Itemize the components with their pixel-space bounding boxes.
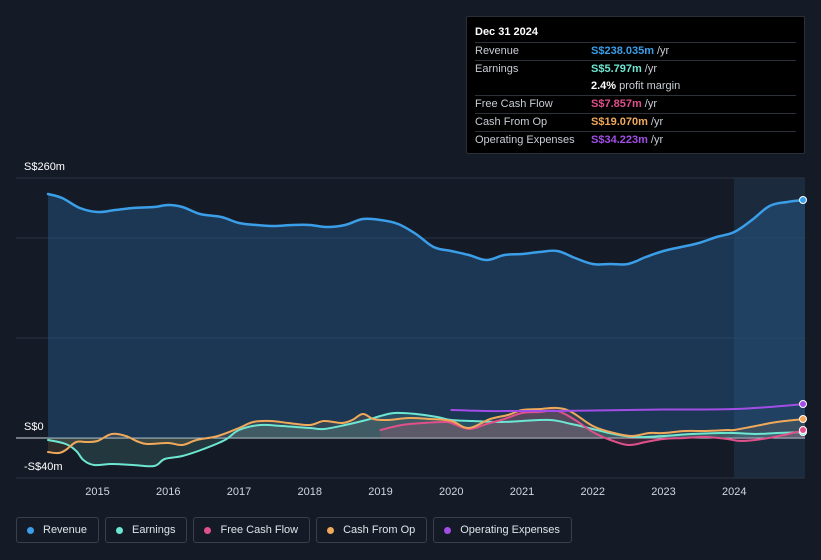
legend-label: Free Cash Flow — [220, 524, 299, 536]
legend-dot-icon — [27, 526, 34, 534]
tooltip-row-label: Free Cash Flow — [475, 98, 553, 110]
cash-from-op-area — [48, 407, 805, 454]
tooltip-row: Operating Expenses S$34.223m/yr — [475, 131, 796, 149]
free-cash-flow-area — [380, 410, 805, 446]
legend-item-cash-from-op[interactable]: Cash From Op — [316, 517, 428, 543]
tooltip-row-value: 2.4% — [591, 80, 617, 92]
tooltip-row-unit: /yr — [644, 63, 657, 75]
legend-dot-icon — [327, 526, 335, 534]
legend-dot-icon — [444, 526, 452, 534]
tooltip-row: Earnings S$5.797m/yr — [475, 60, 796, 78]
legend-item-operating-expenses[interactable]: Operating Expenses — [433, 517, 572, 543]
x-tick-label: 2023 — [651, 486, 675, 498]
tooltip-row-value: S$19.070m — [591, 116, 648, 128]
end-markers — [799, 196, 807, 436]
revenue-area — [48, 194, 805, 438]
tooltip-row-value: S$238.035m — [591, 45, 654, 57]
tooltip-row-value: S$5.797m — [591, 63, 642, 75]
x-tick-label: 2017 — [227, 486, 251, 498]
tooltip-row-value: S$34.223m — [591, 134, 648, 146]
legend-label: Revenue — [43, 524, 88, 536]
revenue-end-marker — [799, 196, 807, 204]
series-fills — [48, 194, 805, 467]
free-cash-flow-line — [379, 409, 806, 447]
series-lines — [46, 192, 807, 468]
tooltip-row-unit: /yr — [657, 45, 670, 57]
legend-item-revenue[interactable]: Revenue — [16, 517, 100, 543]
y-label-top: S$260m — [24, 161, 65, 173]
tooltip-row-value: S$7.857m — [591, 98, 642, 110]
legend-label: Operating Expenses — [460, 524, 560, 536]
tooltip-date: Dec 31 2024 — [475, 26, 538, 38]
x-tick-label: 2015 — [85, 486, 109, 498]
tooltip-row-label: Earnings — [475, 63, 519, 75]
x-tick-label: 2018 — [298, 486, 322, 498]
x-tick-label: 2021 — [510, 486, 534, 498]
tooltip-row-unit: /yr — [650, 134, 664, 146]
operating-expenses-line — [450, 403, 806, 413]
free-cash-flow-end-marker — [799, 426, 807, 434]
x-tick-label: 2024 — [722, 486, 746, 498]
legend: Revenue Earnings Free Cash Flow Cash From O… — [16, 517, 572, 545]
x-tick-label: 2019 — [368, 486, 392, 498]
x-axis-ticks: 2015 2016 2017 2018 2019 2020 2021 2022 2023 2024 — [85, 486, 746, 498]
legend-label: Earnings — [132, 524, 176, 536]
x-tick-label: 2020 — [439, 486, 463, 498]
tooltip-row-label — [475, 78, 591, 95]
tooltip-row-unit: /yr — [644, 98, 657, 110]
tooltip-row-unit: /yr — [650, 116, 664, 128]
gridlines — [16, 177, 805, 479]
tooltip-row-label: Operating Expenses — [475, 134, 575, 146]
tooltip-row: Revenue S$238.035m/yr — [475, 42, 796, 60]
legend-item-free-cash-flow[interactable]: Free Cash Flow — [193, 517, 311, 543]
tooltip-row-label: Cash From Op — [475, 116, 548, 128]
y-label-bottom: -S$40m — [24, 461, 63, 473]
tooltip-panel: Dec 31 2024 Revenue S$238.035m/yr Earnings… — [466, 16, 805, 154]
cash-from-op-line — [47, 406, 806, 455]
tooltip-row: Free Cash Flow S$7.857m/yr — [475, 95, 796, 113]
tooltip-row: Cash From Op S$19.070m/yr — [475, 113, 796, 131]
tooltip-row-unit: profit margin — [619, 80, 681, 92]
earnings-line — [47, 411, 806, 468]
x-tick-label: 2016 — [156, 486, 180, 498]
legend-label: Cash From Op — [343, 524, 416, 536]
operating-expenses-end-marker — [799, 400, 807, 408]
tooltip-rows: Revenue S$238.035m/yr Earnings S$5.797m/yr 2… — [475, 42, 796, 149]
tooltip-row: 2.4% profit margin — [475, 78, 796, 95]
legend-item-earnings[interactable]: Earnings — [105, 517, 188, 543]
legend-dot-icon — [204, 526, 212, 534]
y-label-zero: S$0 — [24, 421, 44, 433]
cash-from-op-end-marker — [799, 415, 807, 423]
tooltip-row-label: Revenue — [475, 45, 520, 57]
x-tick-label: 2022 — [581, 486, 605, 498]
legend-dot-icon — [116, 526, 124, 534]
revenue-line — [46, 192, 807, 266]
